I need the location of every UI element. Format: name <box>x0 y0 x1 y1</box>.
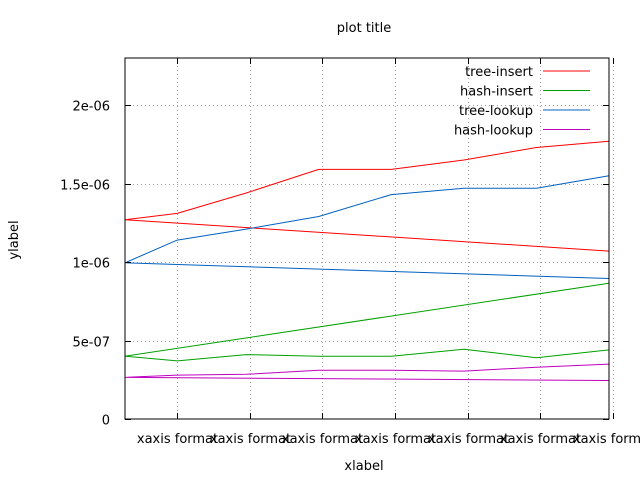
legend-label-hash-insert: hash-insert <box>460 85 533 100</box>
y-tick-label: 2e-06 <box>72 100 110 115</box>
legend-label-tree-lookup: tree-lookup <box>459 104 533 119</box>
x-axis-label: xlabel <box>344 459 383 474</box>
plot-frame <box>124 57 610 420</box>
y-tick-label: 1e-06 <box>72 257 110 272</box>
x-tick-label: xaxis format <box>500 432 581 447</box>
series-line-tree-insert <box>124 140 610 252</box>
y-tick-label: 0 <box>102 414 110 429</box>
series-line-hash-insert <box>124 282 610 362</box>
chart-title: plot title <box>337 21 391 36</box>
legend-label-tree-insert: tree-insert <box>465 65 533 80</box>
x-tick-label: xaxis format <box>282 432 363 447</box>
x-tick-label: xaxis format <box>573 432 640 447</box>
legend-label-hash-lookup: hash-lookup <box>454 124 533 139</box>
series-line-tree-lookup <box>124 175 610 279</box>
y-axis-label: ylabel <box>7 220 22 259</box>
x-tick-label: xaxis format <box>355 432 436 447</box>
x-tick-label: xaxis format <box>428 432 509 447</box>
y-tick-label: 5e-07 <box>72 336 110 351</box>
y-tick-label: 1.5e-06 <box>60 179 110 194</box>
series-lines <box>124 140 610 381</box>
x-tick-label: xaxis format <box>137 432 218 447</box>
legend: tree-insert hash-insert tree-lookup hash-lo… <box>454 65 590 139</box>
series-line-hash-lookup <box>124 363 610 381</box>
grid-lines <box>125 58 614 419</box>
x-tick-label: xaxis format <box>210 432 291 447</box>
